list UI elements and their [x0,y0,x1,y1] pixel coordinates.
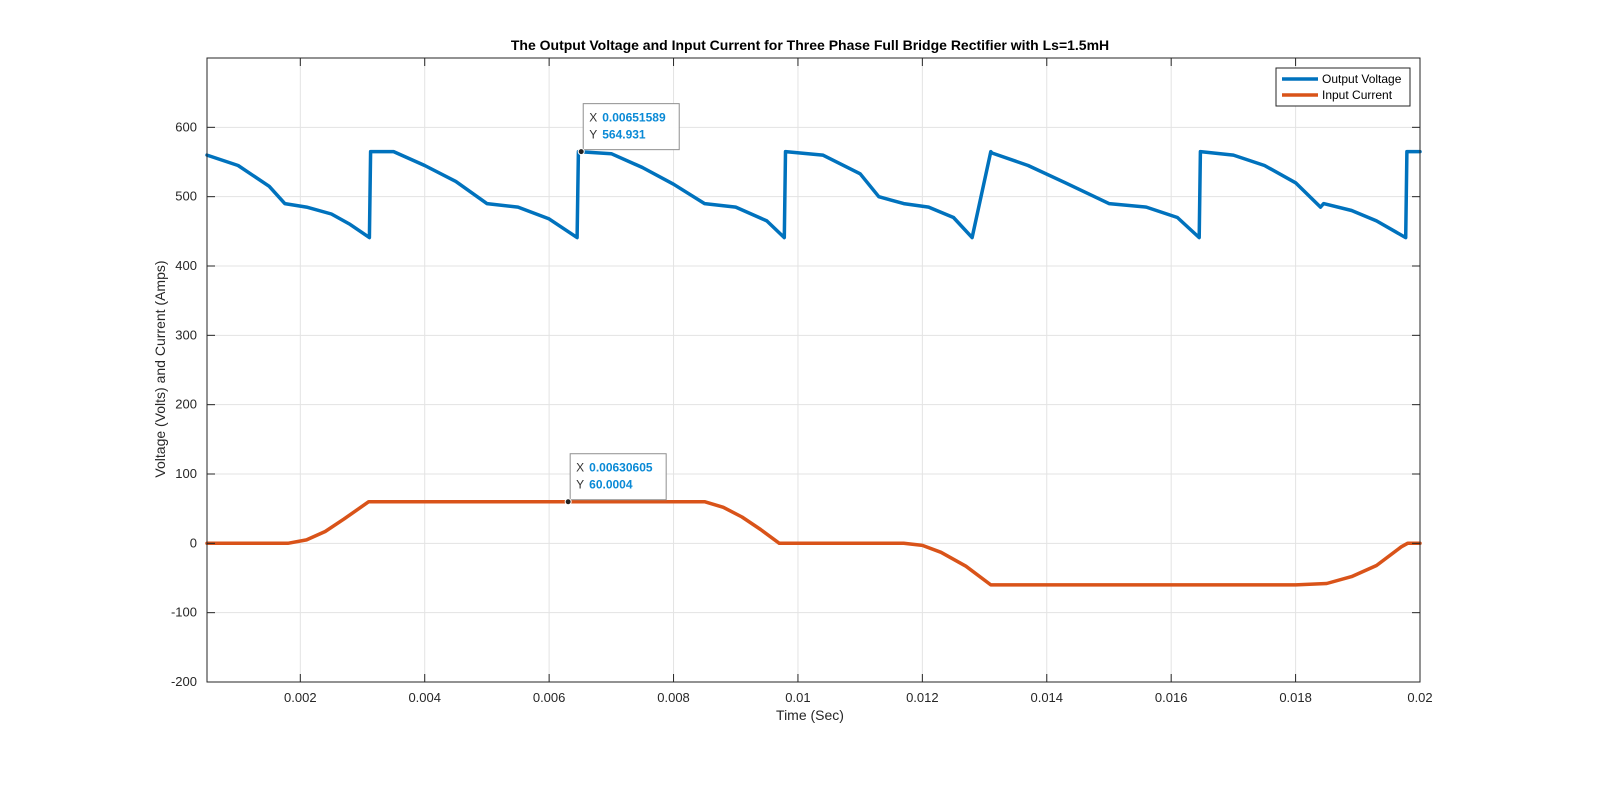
y-tick-label: 300 [175,327,197,342]
datatip-y-label: Y [589,128,597,142]
y-tick-label: 500 [175,189,197,204]
x-tick-label: 0.008 [657,690,690,705]
x-tick-label: 0.016 [1155,690,1188,705]
datatip[interactable]: X 0.00651589 Y 564.931 [577,103,680,156]
datatip-box [582,103,680,151]
x-tick-label: 0.01 [785,690,810,705]
datatip-marker[interactable] [564,498,572,506]
x-tick-label: 0.014 [1030,690,1063,705]
y-tick-label: 100 [175,466,197,481]
datatip-box [569,453,667,501]
datatip-x-label: X [589,111,597,125]
y-tick-label: -200 [171,674,197,689]
x-tick-label: 0.006 [533,690,566,705]
series-line-input-current [205,499,1422,587]
datatip-y-label: Y [576,478,584,492]
datatip-x-value: 0.00630605 [589,461,653,475]
y-axis-label: Voltage (Volts) and Current (Amps) [152,260,168,477]
x-axis-label: Time (Sec) [776,707,844,723]
datatip-y-value: 564.931 [602,128,646,142]
x-tick-label: 0.002 [284,690,317,705]
y-tick-label: -100 [171,605,197,620]
y-tick-label: 400 [175,258,197,273]
datatip-x-value: 0.00651589 [602,111,666,125]
plot-area [207,58,1420,682]
x-tick-label: 0.018 [1279,690,1312,705]
x-tick-label: 0.02 [1407,690,1432,705]
series-line-output-voltage [205,149,1422,240]
x-tick-label: 0.004 [408,690,441,705]
y-tick-label: 0 [190,535,197,550]
legend-entry-output-voltage: Output Voltage [1322,72,1402,86]
chart-title: The Output Voltage and Input Current for… [511,37,1109,53]
y-tick-label: 200 [175,397,197,412]
y-tick-label: 600 [175,119,197,134]
axes-box [206,57,1421,683]
legend-box [1275,67,1411,107]
datatip-marker[interactable] [577,148,585,156]
legend-entry-input-current: Input Current [1322,88,1393,102]
x-tick-label: 0.012 [906,690,939,705]
datatip-y-value: 60.0004 [589,478,633,492]
datatip-x-label: X [576,461,584,475]
datatip[interactable]: X 0.00630605 Y 60.0004 [564,453,667,506]
